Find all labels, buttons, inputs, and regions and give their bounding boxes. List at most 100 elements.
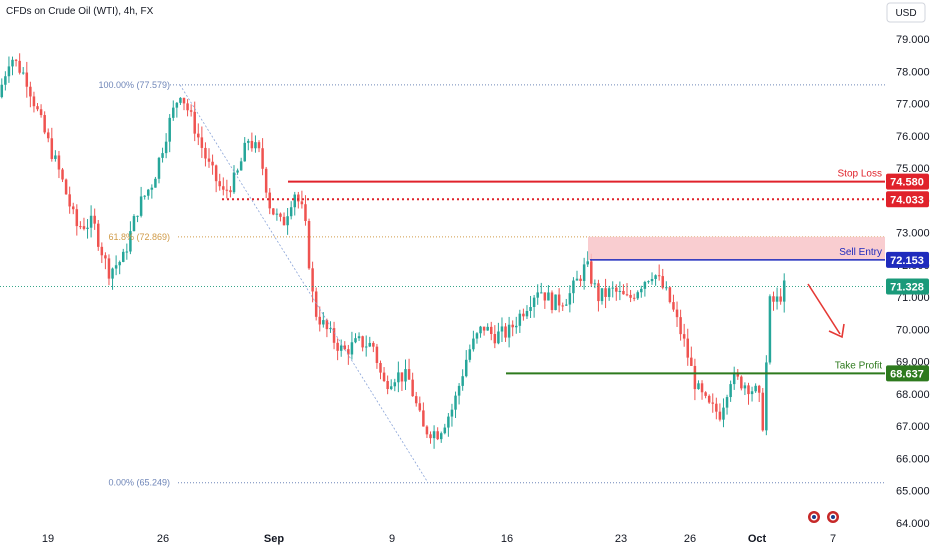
x-tick-label: 26 (157, 533, 169, 545)
candles (0, 53, 786, 449)
candle-body (125, 251, 129, 253)
candle-body (507, 324, 511, 338)
candle-body (586, 261, 589, 265)
candle-body (414, 396, 418, 404)
candle-body (422, 410, 425, 427)
candle-body (447, 416, 450, 428)
candle-body (36, 106, 39, 110)
candle-body (279, 213, 282, 217)
candle-body (257, 142, 261, 149)
candle-body (425, 426, 429, 435)
y-tick-label: 78.000 (896, 66, 930, 78)
candle-body (25, 72, 29, 87)
candle-body (347, 349, 350, 355)
candle-body (707, 395, 711, 403)
candle-body (0, 84, 4, 98)
candle-body (647, 281, 650, 283)
candle-body (232, 172, 236, 193)
candle-body (607, 288, 611, 297)
currency-label[interactable]: USD (895, 8, 916, 19)
price-tag (886, 173, 929, 190)
candle-body (432, 431, 436, 439)
candle-body (379, 362, 382, 373)
candle-body (657, 275, 661, 277)
time-axis[interactable]: 19 26 Sep 9 16 23 26 Oct 7 (42, 533, 836, 545)
candle-body (147, 189, 150, 196)
candle-body (464, 359, 468, 377)
candle-body (129, 231, 132, 252)
candle-body (632, 297, 636, 299)
price-tag (886, 365, 929, 382)
candle-body (225, 189, 229, 191)
candle-body (54, 155, 57, 159)
candle-body (761, 392, 765, 431)
x-tick-label: Oct (748, 533, 767, 545)
candle-body (214, 165, 218, 182)
candle-body (286, 216, 289, 226)
candle-body (457, 385, 461, 396)
candle-body (693, 365, 697, 390)
x-tick-label: 7 (830, 533, 836, 545)
candle-body (729, 384, 732, 398)
candle-body (500, 326, 504, 332)
candle-body (143, 195, 146, 197)
candle-body (436, 431, 439, 440)
candle-body (11, 59, 14, 67)
level-label: Take Profit (835, 360, 882, 371)
candle-body (293, 194, 297, 208)
candle-body (29, 86, 32, 97)
candle-body (339, 345, 343, 351)
candle-body (711, 402, 715, 404)
candle-body (325, 320, 329, 330)
candle-body (604, 288, 607, 297)
candle-body (411, 379, 414, 397)
candle-body (157, 157, 161, 179)
candle-body (732, 372, 736, 385)
candle-body (68, 194, 71, 207)
candle-body (504, 326, 507, 338)
candle-body (765, 362, 768, 431)
price-tag-value: 74.033 (890, 194, 924, 206)
candle-body (468, 349, 472, 360)
candle-body (429, 434, 432, 439)
candle-body (704, 392, 707, 396)
candle-body (636, 292, 639, 299)
price-tags: 74.580 74.033 72.153 71.328 68.637 (886, 173, 929, 382)
candle-body (361, 336, 364, 348)
candle-body (672, 302, 675, 310)
candle-body (264, 168, 268, 193)
candle-body (247, 140, 250, 143)
candle-body (515, 325, 518, 328)
candle-body (547, 292, 550, 301)
price-tag (886, 251, 929, 268)
y-tick-label: 66.000 (896, 453, 930, 465)
candle-body (661, 276, 664, 288)
candle-body (50, 138, 54, 159)
candle-body (57, 155, 61, 170)
candle-body (364, 346, 368, 348)
candle-body (486, 326, 489, 331)
candle-body (104, 255, 107, 259)
candle-body (75, 209, 79, 227)
currency-button[interactable]: USD (886, 2, 926, 23)
x-tick-label: 16 (501, 533, 513, 545)
candle-body (307, 221, 311, 269)
candle-body (700, 383, 704, 393)
candle-body (418, 403, 422, 411)
candle-body (179, 97, 182, 103)
candle-body (554, 294, 557, 311)
candle-body (297, 194, 300, 202)
candle-body (475, 333, 479, 339)
candle-body (236, 170, 239, 173)
candle-body (722, 407, 725, 420)
candle-body (43, 115, 46, 133)
candle-body (525, 310, 529, 317)
candle-body (775, 296, 779, 302)
candle-body (39, 109, 43, 116)
candle-body (718, 411, 722, 420)
candle-body (757, 385, 761, 393)
candle-body (314, 291, 318, 317)
candle-body (543, 292, 547, 301)
candle-body (522, 313, 525, 317)
